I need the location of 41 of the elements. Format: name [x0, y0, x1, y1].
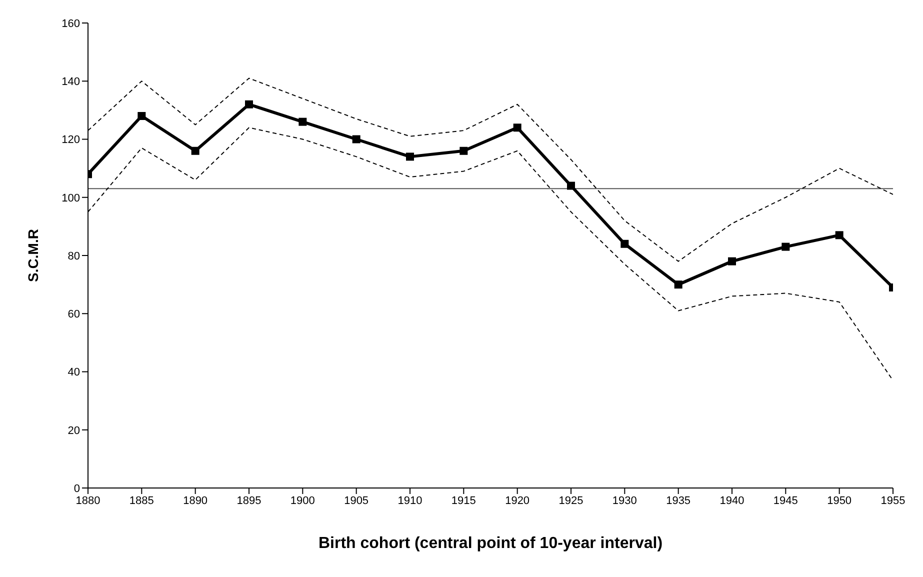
- x-tick-label: 1920: [505, 494, 530, 507]
- x-tick-label: 1945: [773, 494, 798, 507]
- y-tick-label: 160: [62, 18, 80, 30]
- point: [138, 112, 146, 120]
- x-tick-label: 1910: [398, 494, 422, 507]
- y-tick-label: 80: [68, 250, 80, 262]
- x-axis-title: Birth cohort (central point of 10-year interval): [318, 535, 663, 552]
- x-tick-label: 1940: [720, 494, 744, 507]
- x-tick-label: 1885: [129, 494, 154, 507]
- x-tick-label: 1925: [558, 494, 584, 507]
- point: [191, 146, 200, 155]
- x-tick-label: 1900: [290, 494, 315, 507]
- point: [513, 124, 522, 132]
- x-tick-label: 1880: [76, 494, 100, 507]
- x-tick-label: 1890: [183, 494, 208, 507]
- point: [460, 146, 468, 155]
- x-tick-label: 1895: [236, 494, 262, 507]
- y-axis-title: S.C.M.R: [24, 229, 41, 282]
- point: [728, 257, 736, 266]
- y-tick-label: 120: [62, 134, 80, 146]
- x-tick-label: 1935: [666, 494, 691, 507]
- y-tick-label: 60: [68, 308, 80, 321]
- y-tick-label: 140: [62, 76, 80, 88]
- y-tick-label: 40: [68, 366, 80, 379]
- x-tick-label: 1955: [880, 494, 906, 507]
- x-tick-label: 1905: [344, 494, 369, 507]
- point: [674, 280, 682, 289]
- point: [406, 152, 414, 161]
- y-tick-label: 20: [68, 424, 80, 437]
- point: [298, 118, 307, 126]
- point: [567, 182, 575, 190]
- point: [245, 100, 253, 108]
- y-tick-label: 100: [62, 192, 80, 204]
- point: [782, 242, 790, 251]
- x-tick-label: 1950: [827, 494, 852, 507]
- point: [620, 240, 629, 248]
- x-tick-label: 1915: [451, 494, 476, 507]
- y-tick-label: 0: [74, 482, 80, 495]
- x-tick-label: 1930: [612, 494, 637, 507]
- point: [835, 231, 844, 240]
- point: [352, 135, 360, 144]
